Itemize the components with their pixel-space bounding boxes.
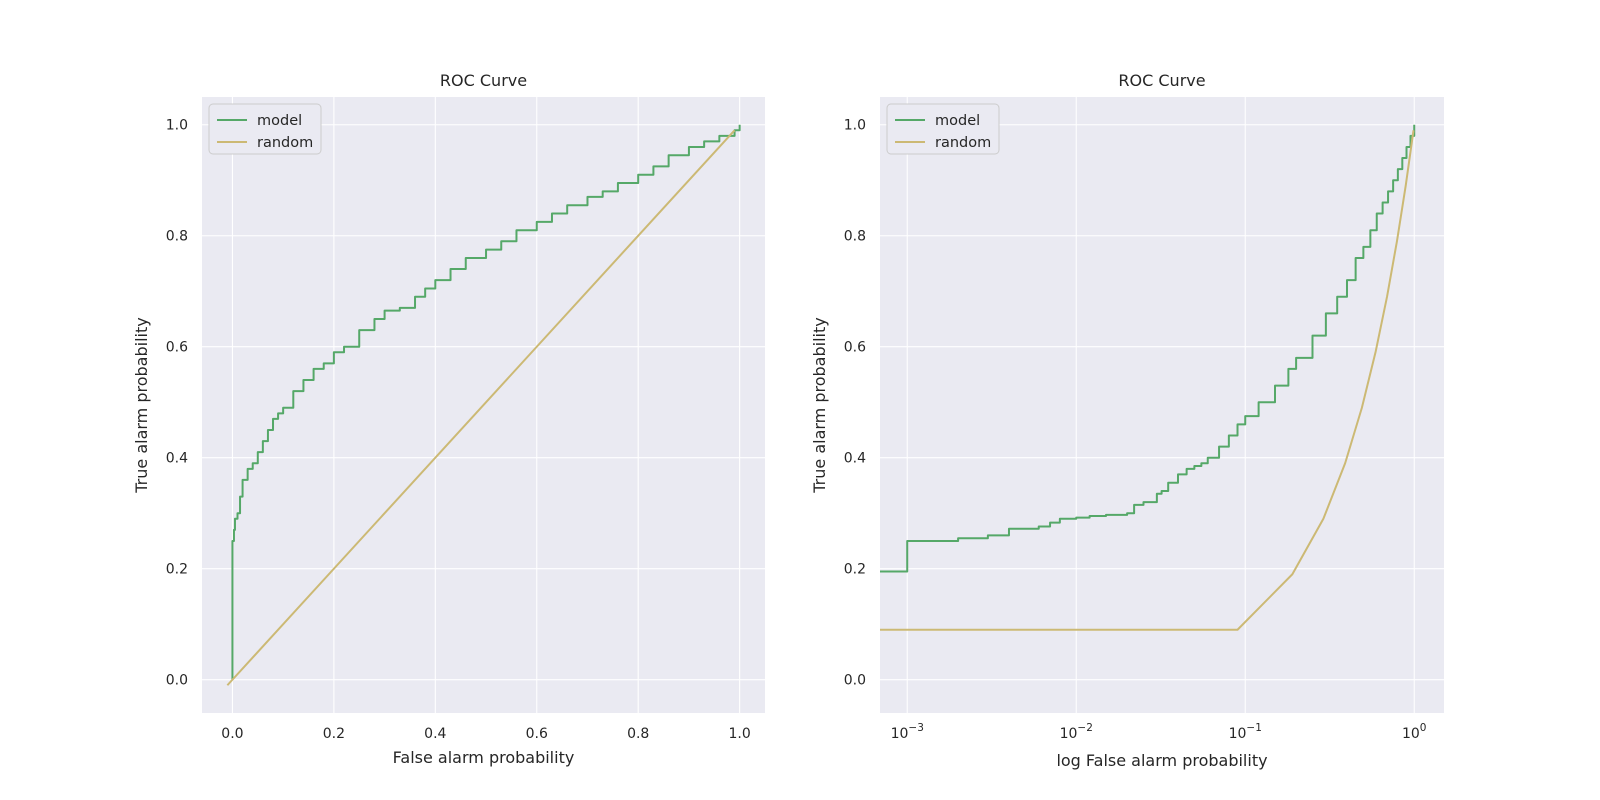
y-axis-label: True alarm probability [810, 317, 829, 493]
roc-panel-2: 10−3 10−2 10−1 100 0.0 0.2 0.4 0.6 0.8 1.0 ROC Cur… [810, 71, 1444, 770]
legend-label-model: model [257, 113, 302, 129]
x-tick-label: 0.8 [627, 726, 649, 742]
roc-panel-1: 0.0 0.2 0.4 0.6 0.8 1.0 0.0 0.2 0.4 0.6 0.8 1.0 ROC … [132, 71, 765, 767]
series-line-model [231, 124, 741, 680]
x-tick-label: 0.0 [221, 726, 243, 742]
x-tick-label: 100 [1402, 722, 1427, 742]
x-tick-label: 1.0 [729, 726, 751, 742]
legend: model random [886, 103, 1000, 155]
chart-title: ROC Curve [440, 71, 527, 90]
series-line-random [226, 129, 736, 686]
y-tick-label: 0.2 [844, 562, 866, 578]
x-tick-label: 0.2 [323, 726, 345, 742]
plot-area [880, 97, 1444, 713]
legend: model random [208, 103, 322, 155]
y-tick-label: 0.8 [844, 229, 866, 245]
y-tick-label: 1.0 [844, 118, 866, 134]
x-axis-label: log False alarm probability [1056, 751, 1267, 770]
legend-label-random: random [257, 135, 313, 151]
y-tick-label: 0.4 [844, 451, 866, 467]
x-axis-label: False alarm probability [393, 748, 575, 767]
y-tick-label: 0.6 [844, 340, 866, 356]
y-tick-label: 0.8 [166, 229, 188, 245]
chart-title: ROC Curve [1118, 71, 1205, 90]
x-tick-label: 10−1 [1229, 722, 1262, 742]
x-tick-label: 0.4 [424, 726, 446, 742]
x-tick-label: 10−2 [1060, 722, 1093, 742]
series-line-random [880, 130, 1415, 631]
y-tick-label: 0.2 [166, 562, 188, 578]
y-tick-label: 1.0 [166, 118, 188, 134]
y-tick-label: 0.0 [844, 673, 866, 689]
legend-label-random: random [935, 135, 991, 151]
y-tick-label: 0.6 [166, 340, 188, 356]
series-line-model [880, 124, 1416, 573]
x-tick-label: 10−3 [891, 722, 924, 742]
y-axis-label: True alarm probability [132, 317, 151, 493]
x-tick-label: 0.6 [526, 726, 548, 742]
y-tick-label: 0.4 [166, 451, 188, 467]
legend-label-model: model [935, 113, 980, 129]
y-tick-label: 0.0 [166, 673, 188, 689]
